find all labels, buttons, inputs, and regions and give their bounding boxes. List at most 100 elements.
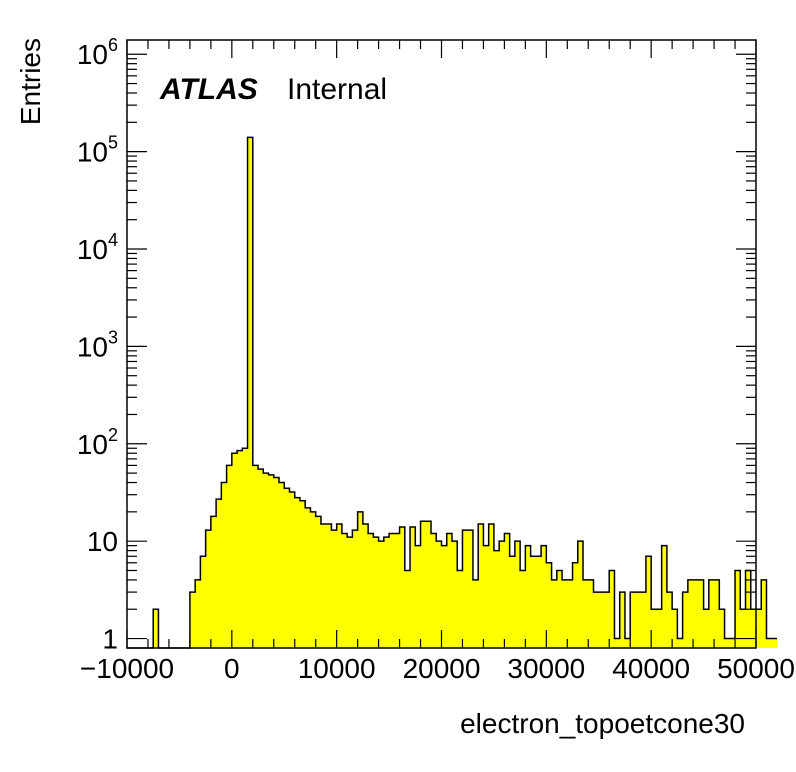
histogram-bin <box>441 545 448 648</box>
histogram-bin <box>472 579 479 648</box>
histogram-bin <box>284 488 290 648</box>
histogram-bin <box>593 592 600 648</box>
histogram-bin <box>331 530 338 648</box>
histogram-bin <box>672 609 678 648</box>
histogram-bin <box>750 609 757 648</box>
histogram-bin <box>577 541 584 648</box>
histogram-bin <box>619 592 626 648</box>
histogram-bin <box>394 533 400 648</box>
histogram-bin <box>687 579 694 648</box>
histogram-bin <box>242 448 248 648</box>
histogram-bin <box>320 524 327 648</box>
histogram-bin <box>735 570 741 648</box>
histogram-bin <box>457 570 463 648</box>
histogram-bin <box>556 570 563 648</box>
histogram-bin <box>279 482 285 648</box>
histogram-bin <box>645 556 652 648</box>
histogram-bin <box>635 592 642 648</box>
y-tick-label: 105 <box>77 133 118 168</box>
histogram-bin <box>661 545 668 648</box>
histogram-bin <box>504 533 511 648</box>
histogram-bin <box>651 609 657 648</box>
histogram-bin <box>682 592 689 648</box>
y-tick-label: 103 <box>77 327 118 362</box>
histogram-bin <box>666 592 673 648</box>
histogram-bin <box>431 533 437 648</box>
histogram-bin <box>719 609 725 648</box>
histogram-bin <box>714 579 720 648</box>
atlas-label: ATLAS <box>159 73 258 106</box>
histogram-bin <box>352 530 359 648</box>
histogram-bin <box>451 541 458 648</box>
histogram-bin <box>420 521 427 648</box>
histogram-bin <box>535 556 542 648</box>
histogram-bin <box>289 491 296 648</box>
x-tick-label: 20000 <box>403 653 481 684</box>
histogram-bin <box>771 638 778 648</box>
histogram-bin <box>514 541 521 648</box>
y-tick-label: 102 <box>77 425 118 460</box>
histogram-outline <box>127 136 777 649</box>
histogram-bin <box>205 530 212 648</box>
histogram-bin <box>493 550 500 648</box>
histogram-bin <box>399 526 406 648</box>
histogram-bin <box>572 562 579 648</box>
histogram-bin <box>525 545 532 648</box>
histogram-bin <box>273 477 280 648</box>
histogram-bin <box>520 570 526 648</box>
histogram-bin <box>509 556 516 648</box>
histogram-bin <box>609 570 615 648</box>
histogram-bin <box>546 562 552 648</box>
histogram-bin <box>195 579 201 648</box>
histogram-bin <box>153 609 159 648</box>
histogram-bin <box>294 497 301 648</box>
histogram-bin <box>756 609 762 648</box>
histogram-bin <box>404 570 411 648</box>
histogram-bin <box>677 638 684 648</box>
histogram-bin <box>268 474 275 648</box>
histogram-bin <box>598 592 605 648</box>
histogram-bin <box>708 579 715 648</box>
y-axis-title: Entries <box>15 38 46 125</box>
x-tick-label: 30000 <box>507 653 585 684</box>
histogram-bin <box>389 533 395 648</box>
x-tick-label: 0 <box>224 653 240 684</box>
histogram-bin <box>729 638 736 648</box>
histogram-bin <box>415 545 421 648</box>
histogram-bin <box>740 609 746 648</box>
histogram-bin <box>258 469 264 648</box>
histogram-bin <box>656 609 663 648</box>
histogram-bin <box>368 533 374 648</box>
x-tick-label: −10000 <box>80 653 174 684</box>
histogram-bin <box>603 592 610 648</box>
histogram-bin <box>614 638 621 648</box>
internal-label: Internal <box>287 73 387 106</box>
x-tick-label: 50000 <box>717 653 795 684</box>
histogram-bin <box>630 592 636 648</box>
histogram-bin <box>237 450 243 648</box>
histogram-bin <box>766 638 773 648</box>
histogram-bin <box>588 579 594 648</box>
histogram-bin <box>210 516 217 648</box>
histogram-bin <box>446 533 453 648</box>
histogram-bin <box>378 541 385 648</box>
histogram-bin <box>310 511 317 648</box>
histogram-bin <box>305 507 311 648</box>
histogram-bin <box>703 609 710 648</box>
histogram-bin <box>467 530 474 648</box>
histogram-bin <box>383 537 390 648</box>
histogram-bin <box>252 465 259 648</box>
histogram-bin <box>483 545 490 648</box>
plot-frame <box>126 39 757 649</box>
histogram-bin <box>640 592 647 648</box>
histogram-bin <box>226 465 233 648</box>
histogram-bin <box>698 579 704 648</box>
histogram-bin <box>189 592 196 648</box>
histogram-bin <box>216 499 222 648</box>
histogram-bin <box>373 537 379 648</box>
histogram-bin <box>326 524 332 648</box>
histogram-bin <box>462 530 469 648</box>
histogram-bin <box>693 579 699 648</box>
histogram-bin <box>530 556 537 648</box>
